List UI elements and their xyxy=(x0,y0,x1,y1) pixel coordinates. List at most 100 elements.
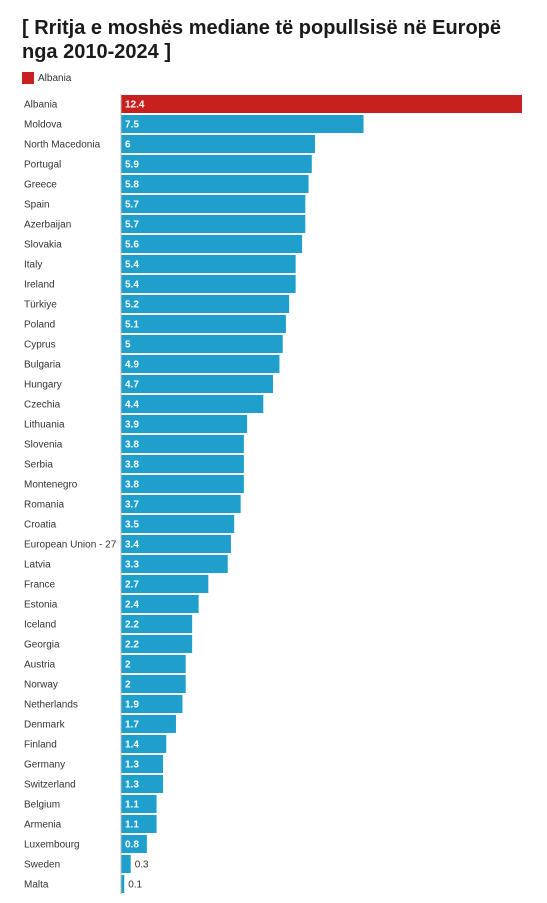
bar xyxy=(121,195,306,213)
value-label: 7.5 xyxy=(125,120,139,131)
bar xyxy=(121,495,241,513)
category-label: Luxembourg xyxy=(24,840,80,851)
category-label: Iceland xyxy=(24,620,56,631)
value-label: 5.1 xyxy=(125,320,139,331)
category-label: Hungary xyxy=(24,380,62,391)
value-label: 3.8 xyxy=(125,480,139,491)
bar xyxy=(121,675,186,693)
bar xyxy=(121,115,364,133)
category-label: France xyxy=(24,580,56,591)
value-label: 5.7 xyxy=(125,220,139,231)
value-label: 2.4 xyxy=(125,600,139,611)
bar xyxy=(121,415,248,433)
bar xyxy=(121,575,209,593)
category-label: Norway xyxy=(24,680,58,691)
category-label: Portugal xyxy=(24,160,61,171)
value-label: 5.4 xyxy=(125,260,139,271)
category-label: Bulgaria xyxy=(24,360,61,371)
category-label: Serbia xyxy=(24,460,53,471)
value-label: 12.4 xyxy=(125,100,145,111)
bar xyxy=(121,555,228,573)
bar xyxy=(121,875,125,893)
category-label: Germany xyxy=(24,760,65,771)
bar xyxy=(121,855,131,873)
category-label: Netherlands xyxy=(24,700,78,711)
category-label: Slovakia xyxy=(24,240,62,251)
category-label: Czechia xyxy=(24,400,61,411)
legend: Albania xyxy=(22,71,71,85)
bar xyxy=(121,135,316,153)
category-label: Belgium xyxy=(24,800,60,811)
value-label: 0.8 xyxy=(125,840,139,851)
bar xyxy=(121,315,286,333)
category-label: Azerbaijan xyxy=(24,220,71,231)
value-label: 6 xyxy=(125,140,131,151)
bar xyxy=(121,95,522,113)
category-label: North Macedonia xyxy=(24,140,101,151)
bar xyxy=(121,235,303,253)
bar xyxy=(121,475,244,493)
bar xyxy=(121,615,193,633)
value-label: 3.4 xyxy=(125,540,139,551)
value-label: 1.7 xyxy=(125,720,139,731)
bar xyxy=(121,775,164,793)
category-label: Switzerland xyxy=(24,780,76,791)
value-label: 1.3 xyxy=(125,780,139,791)
bar xyxy=(121,155,312,173)
value-label: 5.9 xyxy=(125,160,139,171)
category-label: Malta xyxy=(24,880,49,891)
category-label: Moldova xyxy=(24,120,62,131)
bar xyxy=(121,695,183,713)
category-label: Montenegro xyxy=(24,480,78,491)
value-label: 5 xyxy=(125,340,131,351)
value-label: 4.9 xyxy=(125,360,139,371)
category-label: Spain xyxy=(24,200,50,211)
value-label: 3.8 xyxy=(125,440,139,451)
bar xyxy=(121,215,306,233)
value-label: 1.9 xyxy=(125,700,139,711)
value-label: 1.1 xyxy=(125,820,139,831)
value-label: 3.7 xyxy=(125,500,139,511)
bar xyxy=(121,795,157,813)
category-label: Lithuania xyxy=(24,420,65,431)
value-label: 4.4 xyxy=(125,400,139,411)
bar xyxy=(121,735,167,753)
category-label: Estonia xyxy=(24,600,58,611)
value-label: 2 xyxy=(125,660,131,671)
bar xyxy=(121,355,280,373)
value-label: 3.5 xyxy=(125,520,139,531)
chart-title: [ Rritja e moshës mediane të popullsisë … xyxy=(22,17,502,63)
value-label: 0.1 xyxy=(128,880,142,891)
value-label: 1.1 xyxy=(125,800,139,811)
bar xyxy=(121,175,309,193)
value-label: 5.6 xyxy=(125,240,139,251)
category-label: Greece xyxy=(24,180,57,191)
category-label: Romania xyxy=(24,500,64,511)
category-label: Sweden xyxy=(24,860,60,871)
value-label: 3.3 xyxy=(125,560,139,571)
value-label: 2.7 xyxy=(125,580,139,591)
bar xyxy=(121,395,264,413)
value-label: 1.4 xyxy=(125,740,139,751)
category-label: Latvia xyxy=(24,560,51,571)
bar xyxy=(121,755,164,773)
category-label: Italy xyxy=(24,260,42,271)
bar xyxy=(121,255,296,273)
bar xyxy=(121,515,235,533)
category-label: Denmark xyxy=(24,720,66,731)
bar xyxy=(121,335,283,353)
category-label: Albania xyxy=(24,100,58,111)
value-label: 5.7 xyxy=(125,200,139,211)
bar xyxy=(121,275,296,293)
value-label: 3.8 xyxy=(125,460,139,471)
bar xyxy=(121,815,157,833)
value-label: 2 xyxy=(125,680,131,691)
category-label: Ireland xyxy=(24,280,55,291)
value-label: 2.2 xyxy=(125,640,139,651)
category-label: European Union - 27 xyxy=(24,540,117,551)
category-label: Armenia xyxy=(24,820,62,831)
bar xyxy=(121,435,244,453)
category-label: Slovenia xyxy=(24,440,63,451)
value-label: 5.2 xyxy=(125,300,139,311)
